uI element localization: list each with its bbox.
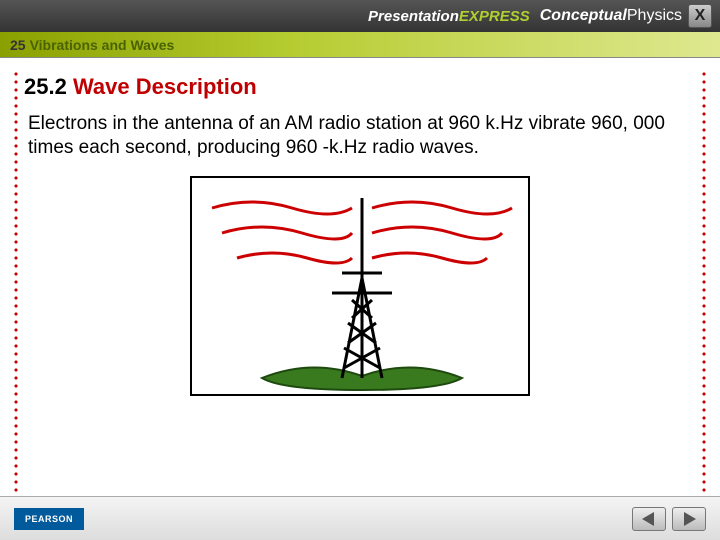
antenna-tower [332,198,392,378]
brand-presentation: Presentation [368,8,459,25]
dot-border-right [702,70,706,492]
chapter-title: Vibrations and Waves [30,37,175,53]
chevron-left-icon [640,512,658,526]
subject-physics: Physics [627,7,682,24]
chapter-banner: 25 Vibrations and Waves [0,32,720,58]
subject: ConceptualPhysics [540,7,682,25]
body-text: Electrons in the antenna of an AM radio … [28,112,692,160]
next-button[interactable] [672,507,706,531]
antenna-figure [190,176,530,396]
section-title: 25.2 Wave Description [24,74,700,100]
chapter-number: 25 [10,37,26,53]
subject-conceptual: Conceptual [540,7,627,24]
publisher-logo: PEARSON [14,508,84,530]
top-bar: PresentationEXPRESS ConceptualPhysics X [0,0,720,32]
section-number: 25.2 [24,74,67,99]
brand: PresentationEXPRESS [368,8,530,25]
close-button[interactable]: X [688,4,712,28]
brand-express: EXPRESS [459,8,530,25]
content-area: 25.2 Wave Description Electrons in the a… [20,70,700,492]
dot-border-left [14,70,18,492]
prev-button[interactable] [632,507,666,531]
antenna-svg [192,178,530,396]
chevron-right-icon [680,512,698,526]
footer: PEARSON [0,496,720,540]
section-name: Wave Description [73,74,257,99]
nav-controls [632,507,706,531]
close-icon: X [695,7,706,25]
